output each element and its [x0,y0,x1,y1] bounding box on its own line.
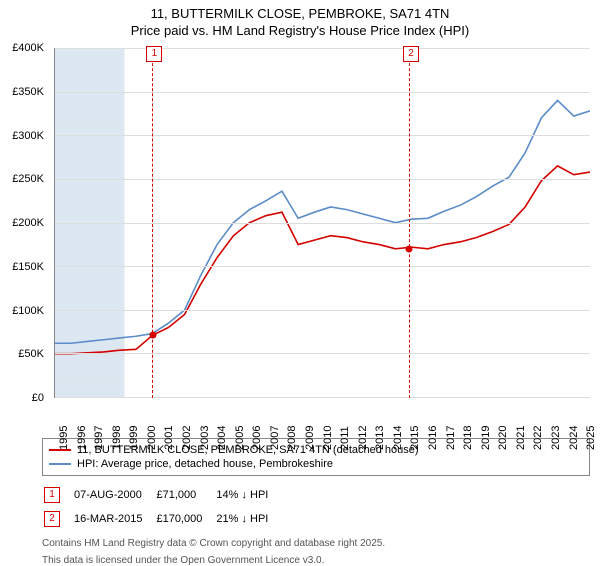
gridline [55,353,590,354]
event-marker-line: 1 [152,48,153,398]
gridline [55,397,590,398]
x-axis-label: 1998 [111,426,123,450]
x-axis-label: 2001 [163,426,175,450]
x-axis-label: 2022 [532,426,544,450]
y-axis-label: £200K [0,217,44,229]
chart-container: 11, BUTTERMILK CLOSE, PEMBROKE, SA71 4TN… [0,0,600,560]
x-axis-label: 2000 [146,426,158,450]
plot-region [54,48,590,398]
sale-marker: 1 [44,487,60,503]
y-axis-label: £150K [0,261,44,273]
x-axis-label: 2011 [339,426,351,450]
x-axis-label: 2006 [251,426,263,450]
x-axis-label: 2013 [374,426,386,450]
y-axis-label: £400K [0,42,44,54]
chart-title: 11, BUTTERMILK CLOSE, PEMBROKE, SA71 4TN [0,0,600,23]
x-axis-label: 2021 [515,426,527,450]
y-axis-label: £350K [0,86,44,98]
sale-row: 2 16-MAR-2015£170,00021% ↓ HPI [44,508,280,530]
x-axis-label: 2017 [445,426,457,450]
x-axis-label: 2004 [216,426,228,450]
y-axis-label: £50K [0,348,44,360]
chart-area: 1995199619971998199920002001200220032004… [42,44,594,434]
sales-table: 1 07-AUG-2000£71,00014% ↓ HPI 2 16-MAR-2015… [42,482,282,532]
legend-swatch-hpi [49,463,71,465]
x-axis-label: 2005 [234,426,246,450]
x-axis-label: 1996 [76,426,88,450]
sale-price: £71,000 [156,484,214,506]
gridline [55,310,590,311]
x-axis-label: 2018 [462,426,474,450]
y-axis-label: £250K [0,173,44,185]
sale-date: 16-MAR-2015 [74,508,154,530]
sale-delta: 14% ↓ HPI [216,484,280,506]
gridline [55,48,590,49]
x-axis-label: 1997 [93,426,105,450]
series-line [55,166,590,354]
x-axis-label: 2009 [304,426,316,450]
sale-delta: 21% ↓ HPI [216,508,280,530]
event-marker-box: 1 [146,46,162,62]
x-axis-label: 2014 [392,426,404,450]
x-axis-label: 2025 [585,426,597,450]
x-axis-label: 2008 [286,426,298,450]
x-axis-label: 2016 [427,426,439,450]
x-axis-label: 2024 [568,426,580,450]
x-axis-label: 2002 [181,426,193,450]
x-axis-label: 2019 [480,426,492,450]
y-axis-label: £100K [0,305,44,317]
x-axis-label: 2012 [357,426,369,450]
x-axis-label: 2023 [550,426,562,450]
y-axis-label: £0 [0,392,44,404]
x-axis-label: 2010 [322,426,334,450]
x-axis-label: 1999 [128,426,140,450]
chart-subtitle: Price paid vs. HM Land Registry's House … [0,23,600,44]
x-axis-label: 1995 [58,426,70,450]
y-axis-label: £300K [0,130,44,142]
x-axis-label: 2007 [269,426,281,450]
event-marker-box: 2 [403,46,419,62]
x-axis-labels: 1995199619971998199920002001200220032004… [54,400,590,434]
gridline [55,266,590,267]
x-axis-label: 2020 [497,426,509,450]
sale-date: 07-AUG-2000 [74,484,154,506]
sale-price: £170,000 [156,508,214,530]
event-marker-line: 2 [409,48,410,398]
footer-line-1: Contains HM Land Registry data © Crown c… [42,538,590,549]
sale-marker: 2 [44,511,60,527]
x-axis-label: 2015 [409,426,421,450]
gridline [55,179,590,180]
gridline [55,135,590,136]
legend-label-hpi: HPI: Average price, detached house, Pemb… [77,458,333,470]
sale-row: 1 07-AUG-2000£71,00014% ↓ HPI [44,484,280,506]
gridline [55,92,590,93]
footer-line-2: This data is licensed under the Open Gov… [42,555,590,566]
x-axis-label: 2003 [199,426,211,450]
legend-row-hpi: HPI: Average price, detached house, Pemb… [49,457,583,471]
gridline [55,223,590,224]
